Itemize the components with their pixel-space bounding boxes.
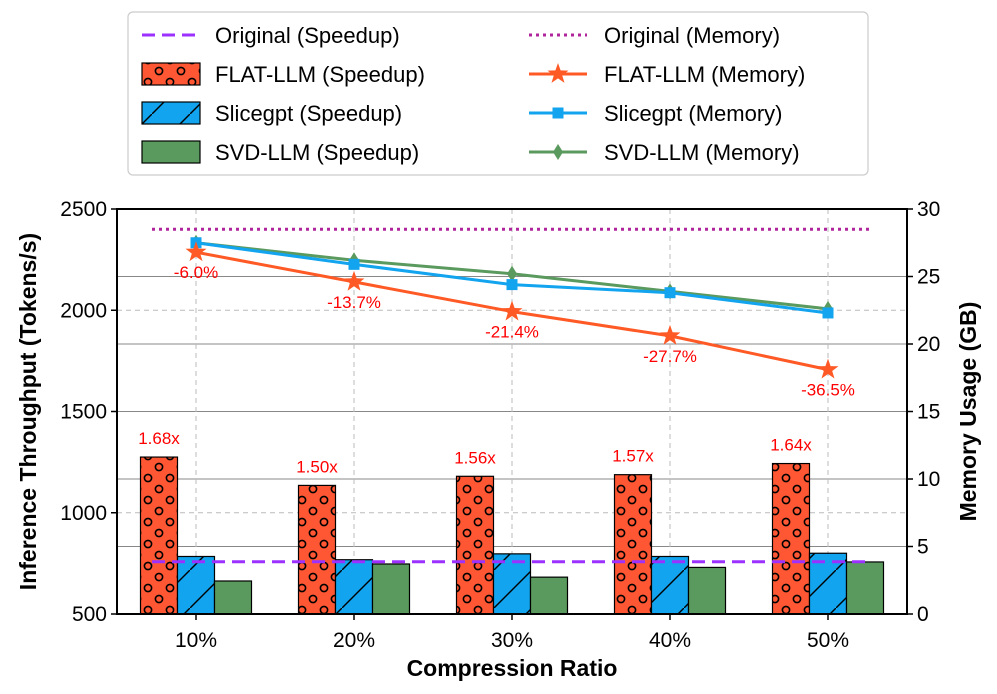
y-left-tick-label: 2000 [60, 299, 107, 322]
legend: Original (Speedup) FLAT-LLM (Speedup) Slic… [127, 11, 869, 176]
legend-label: FLAT-LLM (Memory) [604, 62, 805, 87]
legend-marker [547, 63, 569, 83]
x-axis-title: Compression Ratio [407, 655, 618, 681]
bar-svd-llm-20pct [371, 563, 411, 615]
memory-point-flat-llm [501, 300, 523, 321]
memory-point-slicegpt [822, 307, 834, 319]
speedup-label: 1.50x [296, 457, 338, 476]
y-right-tick-label: 5 [917, 536, 929, 559]
y-right-tick-label: 15 [917, 401, 940, 424]
bars [139, 456, 885, 615]
memory-reduction-label: -21.4% [485, 323, 539, 342]
speedup-label: 1.64x [770, 436, 812, 455]
memory-point-flat-llm [343, 270, 365, 291]
bar-flat-llm-10pct [139, 456, 179, 615]
legend-handle [141, 62, 201, 86]
x-tick-label: 40% [649, 629, 691, 652]
speedup-label: 1.68x [138, 429, 180, 448]
bar-svd-llm-10pct [213, 580, 253, 615]
y-right-tick-label: 10 [917, 468, 940, 491]
bar-slicegpt-10pct [176, 555, 216, 615]
legend-label: Original (Speedup) [215, 23, 400, 48]
bar-flat-llm-20pct [297, 484, 337, 615]
y-left-tick-label: 2500 [60, 198, 107, 221]
memory-lines [152, 227, 872, 564]
y-right-axis-title: Memory Usage (GB) [955, 302, 981, 522]
y-right-tick-label: 30 [917, 198, 940, 221]
memory-point-slicegpt [664, 287, 676, 299]
legend-label: Original (Memory) [604, 23, 780, 48]
legend-marker [553, 144, 563, 160]
bar-svd-llm-30pct [529, 576, 569, 615]
x-tick-label: 30% [491, 629, 533, 652]
memory-point-slicegpt [506, 279, 518, 291]
x-tick-label: 10% [175, 629, 217, 652]
legend-label: SVD-LLM (Speedup) [215, 140, 419, 165]
memory-reduction-label: -6.0% [174, 263, 218, 282]
legend-label: SVD-LLM (Memory) [604, 140, 800, 165]
y-right-tick-label: 20 [917, 333, 940, 356]
memory-point-flat-llm [185, 241, 207, 262]
axes: 500 1000 1500 2000 2500 0 5 10 15 20 25 30 10% 20% 30%… [15, 198, 981, 681]
bar-svd-llm-40pct [687, 566, 727, 615]
legend-marker [552, 107, 564, 119]
legend-label: Slicegpt (Speedup) [215, 101, 402, 126]
bar-slicegpt-40pct [650, 555, 690, 615]
memory-reduction-label: -27.7% [643, 347, 697, 366]
legend-box [127, 11, 869, 176]
bar-slicegpt-20pct [334, 559, 374, 615]
memory-point-flat-llm [659, 324, 681, 345]
speedup-label: 1.56x [454, 448, 496, 467]
legend-label: Slicegpt (Memory) [604, 101, 782, 126]
memory-reduction-label: -13.7% [327, 293, 381, 312]
y-left-tick-label: 1500 [60, 401, 107, 424]
legend-handle [141, 140, 201, 164]
memory-reduction-label: -36.5% [801, 381, 855, 400]
y-right-tick-label: 25 [917, 266, 940, 289]
x-tick-label: 20% [333, 629, 375, 652]
memory-point-svd-llm [507, 265, 517, 282]
memory-point-slicegpt [348, 258, 360, 270]
x-tick-label: 50% [807, 629, 849, 652]
legend-label: FLAT-LLM (Speedup) [215, 62, 425, 87]
y-left-tick-label: 1000 [60, 502, 107, 525]
memory-point-flat-llm [817, 358, 839, 379]
y-left-axis-title: Inference Throughput (Tokens/s) [15, 233, 41, 590]
y-left-tick-label: 500 [72, 603, 107, 626]
bar-flat-llm-40pct [613, 474, 653, 615]
speedup-label: 1.57x [612, 447, 654, 466]
bar-svd-llm-50pct [845, 561, 885, 615]
legend-handle [141, 101, 201, 125]
annotations: 1.68x 1.50x 1.56x 1.57x 1.64x -6.0% -13.7% -21.… [138, 263, 855, 476]
bar-flat-llm-50pct [771, 462, 811, 615]
bar-flat-llm-30pct [455, 475, 495, 615]
y-right-tick-label: 0 [917, 603, 929, 626]
